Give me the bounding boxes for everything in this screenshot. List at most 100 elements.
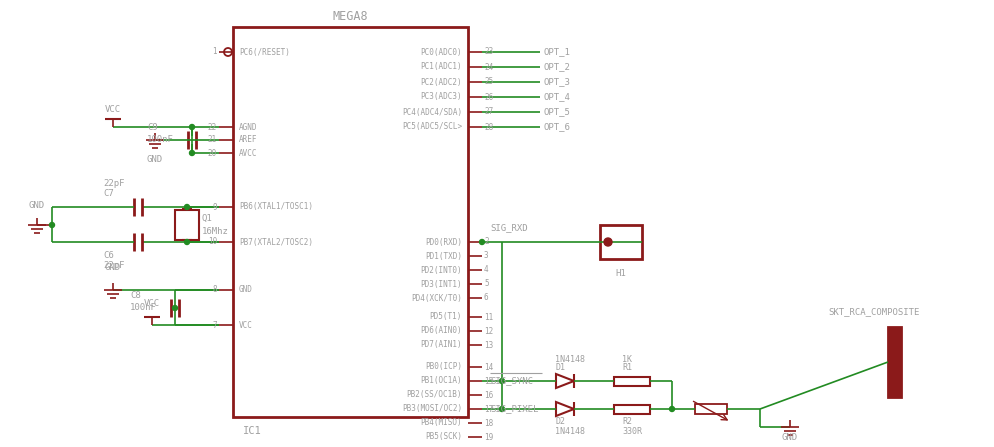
Text: PC5(ADC5/SCL>: PC5(ADC5/SCL> (402, 122, 461, 131)
Circle shape (184, 204, 189, 210)
Text: OPT_2: OPT_2 (544, 63, 571, 72)
Text: 13: 13 (483, 341, 493, 350)
Circle shape (189, 151, 194, 156)
Text: 22pF: 22pF (103, 261, 124, 270)
Text: D1: D1 (555, 363, 565, 372)
Text: AREF: AREF (239, 135, 257, 144)
Text: SIG_PIXEL: SIG_PIXEL (489, 405, 538, 413)
Text: GND: GND (239, 286, 252, 295)
Text: PD1(TXD): PD1(TXD) (424, 252, 461, 261)
Text: 12: 12 (483, 326, 493, 336)
Text: PD7(AIN1): PD7(AIN1) (419, 341, 461, 350)
Text: PB5(SCK): PB5(SCK) (424, 433, 461, 442)
Circle shape (184, 240, 189, 245)
Text: 16Mhz: 16Mhz (202, 227, 229, 236)
Text: 4: 4 (483, 266, 488, 274)
Text: 3: 3 (483, 252, 488, 261)
Text: R1: R1 (621, 363, 631, 372)
Text: C6: C6 (103, 252, 113, 261)
Text: PB0(ICP): PB0(ICP) (424, 363, 461, 371)
Text: 18: 18 (483, 418, 493, 427)
Text: PB1(OC1A): PB1(OC1A) (419, 376, 461, 385)
Text: 6: 6 (483, 294, 488, 303)
Circle shape (479, 240, 484, 245)
Text: C8: C8 (130, 291, 140, 300)
Text: 15: 15 (483, 376, 493, 385)
Text: 2: 2 (483, 237, 488, 246)
Text: PC3(ADC3): PC3(ADC3) (419, 93, 461, 101)
Bar (175, 210, 199, 240)
Text: 16: 16 (483, 391, 493, 400)
Text: 5: 5 (483, 279, 488, 288)
Text: H1: H1 (615, 269, 626, 278)
Text: 11: 11 (483, 312, 493, 321)
Text: GND: GND (104, 263, 121, 273)
Text: PB6(XTAL1/TOSC1): PB6(XTAL1/TOSC1) (239, 202, 313, 211)
Text: PB2(SS/OC1B): PB2(SS/OC1B) (407, 391, 461, 400)
Bar (887, 327, 901, 397)
Circle shape (50, 223, 55, 228)
Text: 23: 23 (483, 47, 493, 56)
Text: GND: GND (147, 156, 163, 164)
Bar (599, 225, 641, 259)
Text: 20: 20 (208, 148, 217, 157)
Text: GND: GND (781, 433, 797, 442)
Text: VCC: VCC (105, 105, 121, 114)
Circle shape (189, 125, 194, 130)
Text: AVCC: AVCC (239, 148, 257, 157)
Text: GND: GND (29, 201, 45, 210)
Text: OPT_5: OPT_5 (544, 107, 571, 117)
Text: PD5(T1): PD5(T1) (429, 312, 461, 321)
Text: SIG_RXD: SIG_RXD (489, 223, 527, 232)
Text: 100nF: 100nF (130, 303, 157, 312)
Text: 1N4148: 1N4148 (555, 354, 584, 363)
Text: OPT_3: OPT_3 (544, 77, 571, 87)
Text: PC4(ADC4/SDA): PC4(ADC4/SDA) (402, 107, 461, 117)
Circle shape (499, 406, 504, 412)
Circle shape (669, 406, 674, 412)
Text: 100nF: 100nF (147, 135, 174, 143)
Bar (613, 405, 649, 413)
Text: Q1: Q1 (202, 214, 213, 223)
Text: C9: C9 (147, 123, 158, 132)
Bar (233, 27, 467, 417)
Text: OPT_1: OPT_1 (544, 47, 571, 56)
Text: OPT_6: OPT_6 (544, 122, 571, 131)
Text: 21: 21 (208, 135, 217, 144)
Text: R2: R2 (621, 417, 631, 426)
Text: 1: 1 (212, 47, 217, 56)
Text: 14: 14 (483, 363, 493, 371)
Text: PD6(AIN0): PD6(AIN0) (419, 326, 461, 336)
Bar (694, 404, 727, 414)
Text: IC1: IC1 (243, 426, 261, 436)
Text: 8: 8 (212, 286, 217, 295)
Text: 28: 28 (483, 122, 493, 131)
Text: 25: 25 (483, 77, 493, 87)
Circle shape (172, 305, 177, 311)
Text: PB4(MISO): PB4(MISO) (419, 418, 461, 427)
Text: 10: 10 (208, 237, 217, 246)
Bar (613, 376, 649, 385)
Text: PD3(INT1): PD3(INT1) (419, 279, 461, 288)
Text: 26: 26 (483, 93, 493, 101)
Text: 9: 9 (212, 202, 217, 211)
Text: SIG_SYNC: SIG_SYNC (489, 376, 533, 385)
Text: 22pF: 22pF (103, 178, 124, 187)
Text: VCC: VCC (239, 320, 252, 329)
Text: OPT_4: OPT_4 (544, 93, 571, 101)
Text: VCC: VCC (144, 299, 160, 308)
Text: PC1(ADC1): PC1(ADC1) (419, 63, 461, 72)
Text: D2: D2 (555, 417, 565, 426)
Text: PB3(MOSI/OC2): PB3(MOSI/OC2) (402, 405, 461, 413)
Text: 27: 27 (483, 107, 493, 117)
Text: 7: 7 (212, 320, 217, 329)
Text: 330R: 330R (621, 426, 641, 435)
Text: 22: 22 (208, 122, 217, 131)
Text: 24: 24 (483, 63, 493, 72)
Text: 1K: 1K (621, 354, 631, 363)
Circle shape (499, 379, 504, 384)
Text: PC6(/RESET): PC6(/RESET) (239, 47, 289, 56)
Text: PC0(ADC0): PC0(ADC0) (419, 47, 461, 56)
Text: MEGA8: MEGA8 (332, 10, 368, 24)
Text: PD0(RXD): PD0(RXD) (424, 237, 461, 246)
